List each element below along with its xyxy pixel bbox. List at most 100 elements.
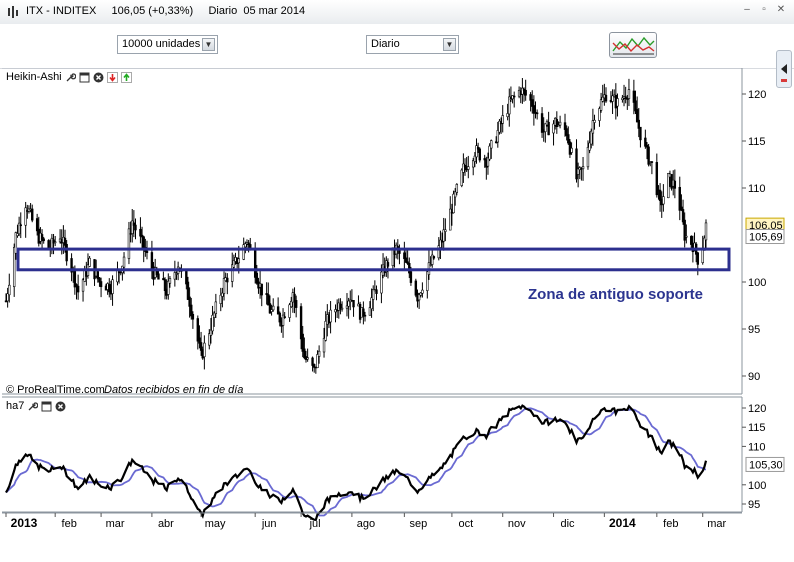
time-axis-label: feb	[62, 518, 77, 530]
minimize-icon[interactable]: –	[744, 4, 750, 15]
candle-body	[203, 342, 206, 358]
close-icon[interactable]: ✕	[776, 4, 786, 15]
panel-arrow-icon	[781, 64, 787, 82]
support-zone-rectangle[interactable]	[16, 247, 731, 272]
move-down-icon[interactable]	[106, 71, 118, 83]
second-price-label: 105,69	[749, 232, 783, 244]
candle-body	[4, 300, 8, 303]
candle-body	[601, 96, 604, 102]
candle-body	[293, 293, 296, 302]
window-icon[interactable]	[41, 401, 52, 412]
candle-body	[53, 241, 57, 244]
candle-body	[488, 145, 491, 160]
candle-body	[211, 314, 214, 332]
candle-body	[544, 123, 547, 132]
candle-body	[111, 279, 114, 294]
candle-body	[140, 234, 144, 238]
candle-body	[17, 222, 21, 235]
candle-body	[268, 303, 272, 314]
candle-body	[473, 155, 477, 162]
close-circle-icon[interactable]	[93, 72, 104, 83]
candle-body	[219, 294, 222, 304]
candle-body	[645, 144, 649, 148]
price-axis-label: 90	[748, 371, 760, 383]
candle-body	[375, 289, 378, 294]
candle-body	[139, 228, 142, 237]
candle-body	[265, 293, 268, 296]
units-select-value: 10000 unidades	[122, 38, 201, 50]
time-axis-label: 2014	[609, 516, 636, 530]
candle-body	[647, 146, 650, 165]
time-axis-label: feb	[663, 518, 678, 530]
candle-body	[42, 238, 45, 242]
candle-body	[404, 257, 408, 263]
candle-body	[626, 98, 629, 100]
time-axis-label: dic	[561, 518, 576, 530]
candle-body	[667, 173, 670, 199]
candle-body	[232, 260, 236, 268]
candle-body	[306, 357, 309, 360]
candle-body	[414, 280, 418, 296]
candle-body	[299, 306, 303, 340]
candle-body	[290, 300, 293, 308]
candle-body	[486, 157, 490, 167]
candle-body	[199, 342, 203, 351]
candle-body	[462, 163, 465, 173]
candle-body	[650, 161, 654, 163]
ha7-average-line	[5, 407, 706, 517]
side-panel-toggle[interactable]	[776, 50, 792, 88]
candle-body	[132, 222, 136, 226]
candle-body	[31, 208, 34, 221]
candle-body	[70, 258, 73, 273]
window-controls: – ▫ ✕	[740, 3, 788, 17]
chart-canvas[interactable]: 120 115 110 100 95 90 Zona de antiguo soporte…	[0, 68, 794, 562]
close-circle-icon[interactable]	[55, 401, 66, 412]
candle-body	[634, 100, 637, 112]
add-indicator-button[interactable]	[609, 32, 657, 58]
units-select[interactable]: 10000 unidades ▼	[117, 35, 218, 54]
candle-body	[565, 128, 568, 136]
window-icon[interactable]	[79, 72, 90, 83]
candle-body	[24, 207, 27, 226]
candle-body	[644, 137, 647, 147]
candle-body	[370, 297, 373, 310]
candle-body	[19, 224, 22, 227]
candle-body	[463, 164, 467, 168]
candle-body	[522, 88, 526, 91]
candle-body	[540, 113, 544, 133]
candle-body	[75, 284, 78, 287]
candle-body	[8, 284, 11, 296]
restore-icon[interactable]: ▫	[762, 4, 766, 15]
chevron-down-icon[interactable]: ▼	[443, 38, 456, 51]
chevron-down-icon[interactable]: ▼	[202, 38, 215, 51]
support-zone-annotation: Zona de antiguo soporte	[528, 286, 703, 303]
candle-body	[632, 90, 636, 103]
candle-body	[96, 271, 100, 280]
heikin-ashi-candles	[4, 78, 708, 374]
candle-body	[267, 294, 270, 306]
candle-body	[363, 314, 367, 317]
candle-body	[278, 312, 281, 323]
wrench-icon[interactable]	[65, 72, 76, 83]
candle-body	[134, 224, 137, 231]
candle-body	[588, 142, 591, 151]
candle-body	[272, 305, 275, 311]
candle-body	[547, 121, 550, 136]
candle-body	[316, 354, 319, 369]
candle-body	[386, 262, 390, 267]
move-up-icon[interactable]	[120, 71, 132, 83]
candle-body	[208, 333, 211, 346]
candle-body	[429, 264, 432, 266]
window-title: ITX - INDITEX 106,05 (+0,33%) Diario 05 …	[26, 5, 306, 17]
period-select[interactable]: Diario ▼	[366, 35, 459, 54]
candle-body	[611, 95, 614, 102]
candle-body	[311, 357, 314, 366]
candle-body	[324, 320, 327, 341]
time-axis-label: abr	[158, 518, 174, 530]
candle-body	[168, 278, 172, 284]
candle-body	[704, 222, 708, 241]
candle-body	[222, 278, 226, 294]
wrench-icon[interactable]	[27, 401, 39, 412]
candle-body	[483, 158, 486, 161]
candle-body	[167, 280, 170, 295]
